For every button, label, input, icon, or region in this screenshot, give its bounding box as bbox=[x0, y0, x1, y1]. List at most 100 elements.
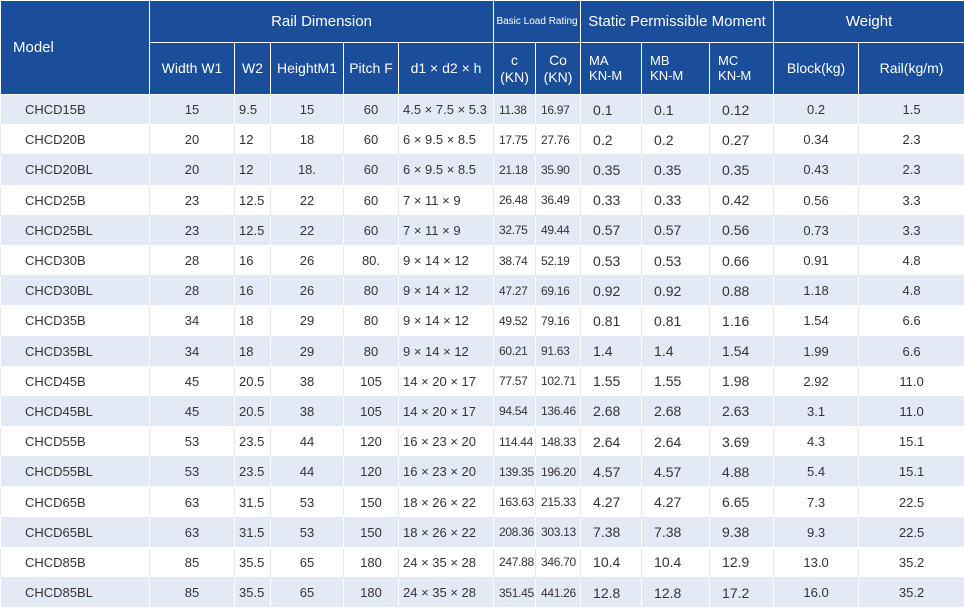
c-cell: 139.35 bbox=[493, 456, 537, 488]
table-row: CHCD30B 28 16 26 80. 9 × 14 × 12 38.74 52.19 0.5… bbox=[0, 244, 964, 277]
mb-cell: 0.57 bbox=[641, 214, 711, 246]
mb-cell: 4.27 bbox=[641, 486, 711, 518]
width-w1-cell: 85 bbox=[149, 576, 235, 609]
ma-cell: 10.4 bbox=[580, 546, 643, 579]
height-m1-cell: 29 bbox=[270, 335, 344, 367]
rail-weight-cell: 35.2 bbox=[858, 546, 964, 579]
model-cell: CHCD55B bbox=[0, 426, 150, 458]
d1-d2-h-header: d1 × d2 × h bbox=[397, 42, 495, 95]
height-m1-cell: 44 bbox=[270, 426, 344, 458]
mb-cell: 1.55 bbox=[641, 365, 711, 397]
mc-cell: 17.2 bbox=[709, 576, 775, 609]
mb-cell: 1.4 bbox=[641, 335, 711, 367]
model-header: Model bbox=[0, 0, 150, 95]
c-header: c (KN) bbox=[493, 42, 537, 95]
w2-header: W2 bbox=[234, 42, 271, 95]
rail-weight-cell: 4.8 bbox=[858, 275, 964, 307]
w2-cell: 31.5 bbox=[234, 486, 271, 518]
rail-weight-cell: 35.2 bbox=[858, 576, 964, 609]
mb-cell: 2.68 bbox=[641, 395, 711, 428]
model-cell: CHCD15B bbox=[0, 93, 150, 126]
rail-weight-header: Rail(kg/m) bbox=[858, 42, 964, 95]
pitch-f-cell: 150 bbox=[343, 486, 399, 518]
table-row: CHCD15B 15 9.5 15 60 4.5 × 7.5 × 5.3 11.38 16.9… bbox=[0, 93, 964, 126]
ma-cell: 0.1 bbox=[580, 93, 643, 126]
table-row: CHCD25BL 23 12.5 22 60 7 × 11 × 9 32.75 49.44 0.… bbox=[0, 214, 964, 246]
w2-cell: 23.5 bbox=[234, 456, 271, 488]
height-m1-cell: 53 bbox=[270, 516, 344, 548]
pitch-f-cell: 80 bbox=[343, 335, 399, 367]
mc-cell: 3.69 bbox=[709, 426, 775, 458]
d1-d2-h-cell: 6 × 9.5 × 8.5 bbox=[397, 124, 495, 156]
table-row: CHCD65BL 63 31.5 53 150 18 × 26 × 22 208.36 303… bbox=[0, 516, 964, 548]
pitch-f-cell: 105 bbox=[343, 365, 399, 397]
model-cell: CHCD25BL bbox=[0, 214, 150, 246]
c-cell: 351.45 bbox=[493, 576, 537, 609]
w2-cell: 9.5 bbox=[234, 93, 271, 126]
ma-cell: 2.68 bbox=[580, 395, 643, 428]
w2-cell: 23.5 bbox=[234, 426, 271, 458]
table-row: CHCD85B 85 35.5 65 180 24 × 35 × 28 247.88 346.… bbox=[0, 546, 964, 579]
mb-cell: 4.57 bbox=[641, 456, 711, 488]
height-m1-cell: 26 bbox=[270, 275, 344, 307]
co-cell: 136.46 bbox=[535, 395, 582, 428]
mc-cell: 1.98 bbox=[709, 365, 775, 397]
pitch-f-cell: 105 bbox=[343, 395, 399, 428]
width-w1-cell: 15 bbox=[149, 93, 235, 126]
d1-d2-h-cell: 7 × 11 × 9 bbox=[397, 184, 495, 216]
pitch-f-cell: 80 bbox=[343, 305, 399, 337]
w2-cell: 18 bbox=[234, 305, 271, 337]
c-cell: 17.75 bbox=[493, 124, 537, 156]
ma-cell: 0.57 bbox=[580, 214, 643, 246]
pitch-f-header: Pitch F bbox=[343, 42, 399, 95]
c-cell: 49.52 bbox=[493, 305, 537, 337]
rail-weight-cell: 2.3 bbox=[858, 154, 964, 186]
table-row: CHCD20B 20 12 18 60 6 × 9.5 × 8.5 17.75 27.76 0.… bbox=[0, 124, 964, 156]
rail-weight-cell: 3.3 bbox=[858, 184, 964, 216]
height-m1-cell: 65 bbox=[270, 576, 344, 609]
pitch-f-cell: 60 bbox=[343, 214, 399, 246]
width-w1-cell: 63 bbox=[149, 516, 235, 548]
weight-header: Weight bbox=[773, 0, 964, 43]
w2-cell: 18 bbox=[234, 335, 271, 367]
mb-cell: 0.81 bbox=[641, 305, 711, 337]
pitch-f-cell: 60 bbox=[343, 93, 399, 126]
mc-cell: 0.12 bbox=[709, 93, 775, 126]
basic-load-rating-header: Basic Load Rating bbox=[493, 0, 582, 43]
mc-cell: 0.35 bbox=[709, 154, 775, 186]
pitch-f-cell: 120 bbox=[343, 426, 399, 458]
mc-cell: 9.38 bbox=[709, 516, 775, 548]
mb-header: MB KN-M bbox=[641, 42, 711, 95]
height-m1-cell: 44 bbox=[270, 456, 344, 488]
block-weight-cell: 1.99 bbox=[773, 335, 860, 367]
height-m1-cell: 22 bbox=[270, 184, 344, 216]
d1-d2-h-cell: 9 × 14 × 12 bbox=[397, 275, 495, 307]
table-row: CHCD65B 63 31.5 53 150 18 × 26 × 22 163.63 215.… bbox=[0, 486, 964, 518]
model-cell: CHCD20BL bbox=[0, 154, 150, 186]
pitch-f-cell: 180 bbox=[343, 546, 399, 579]
co-cell: 215.33 bbox=[535, 486, 582, 518]
mb-cell: 0.92 bbox=[641, 275, 711, 307]
width-w1-cell: 28 bbox=[149, 275, 235, 307]
height-m1-header: HeightM1 bbox=[270, 42, 344, 95]
w2-cell: 20.5 bbox=[234, 365, 271, 397]
ma-cell: 0.35 bbox=[580, 154, 643, 186]
pitch-f-cell: 80. bbox=[343, 244, 399, 277]
pitch-f-cell: 80 bbox=[343, 275, 399, 307]
height-m1-cell: 38 bbox=[270, 395, 344, 428]
model-cell: CHCD45B bbox=[0, 365, 150, 397]
block-weight-cell: 1.54 bbox=[773, 305, 860, 337]
mb-cell: 12.8 bbox=[641, 576, 711, 609]
model-cell: CHCD85B bbox=[0, 546, 150, 579]
pitch-f-cell: 120 bbox=[343, 456, 399, 488]
d1-d2-h-cell: 6 × 9.5 × 8.5 bbox=[397, 154, 495, 186]
block-weight-cell: 7.3 bbox=[773, 486, 860, 518]
co-cell: 35.90 bbox=[535, 154, 582, 186]
width-w1-cell: 45 bbox=[149, 395, 235, 428]
block-weight-cell: 3.1 bbox=[773, 395, 860, 428]
height-m1-cell: 18. bbox=[270, 154, 344, 186]
model-cell: CHCD65BL bbox=[0, 516, 150, 548]
rail-weight-cell: 2.3 bbox=[858, 124, 964, 156]
c-cell: 60.21 bbox=[493, 335, 537, 367]
co-cell: 148.33 bbox=[535, 426, 582, 458]
